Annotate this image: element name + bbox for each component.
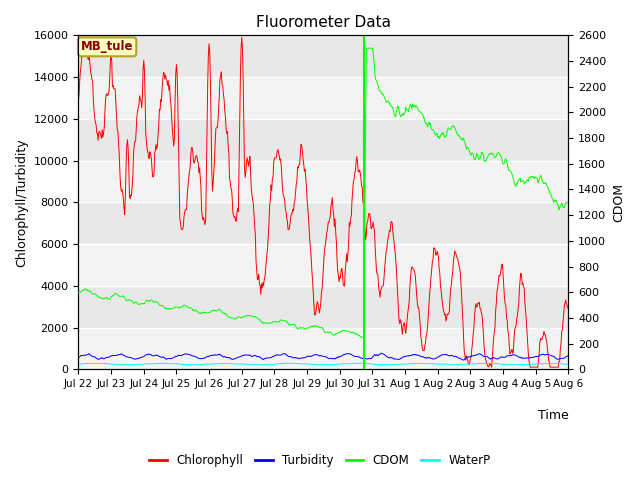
Bar [79, 327, 568, 369]
Legend: Chlorophyll, Turbidity, CDOM, WaterP: Chlorophyll, Turbidity, CDOM, WaterP [145, 449, 495, 472]
Line: CDOM: CDOM [79, 48, 568, 338]
Bar [79, 160, 568, 202]
Y-axis label: Chlorophyll/Turbidity: Chlorophyll/Turbidity [15, 138, 28, 266]
Text: Time: Time [538, 409, 568, 422]
Text: MB_tule: MB_tule [81, 40, 133, 53]
Bar [79, 244, 568, 286]
Title: Fluorometer Data: Fluorometer Data [256, 15, 391, 30]
Y-axis label: CDOM: CDOM [612, 183, 625, 222]
Bar [79, 77, 568, 119]
Line: Chlorophyll: Chlorophyll [79, 37, 568, 367]
Line: Turbidity: Turbidity [79, 353, 568, 360]
Line: WaterP: WaterP [79, 363, 568, 365]
